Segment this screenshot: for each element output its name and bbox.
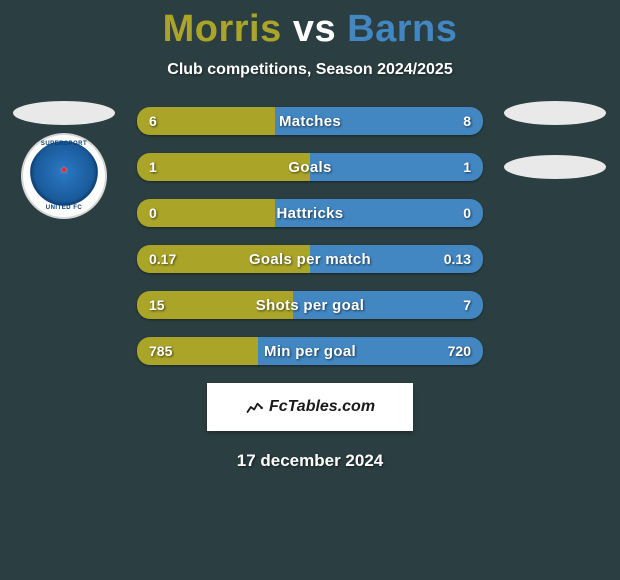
bar-left-value: 6 [149, 107, 157, 135]
subtitle: Club competitions, Season 2024/2025 [0, 61, 620, 79]
title-player2: Barns [347, 8, 457, 50]
fctables-logo-icon [245, 397, 265, 417]
bar-label: Matches [137, 107, 483, 135]
player2-club-placeholder [504, 155, 606, 179]
bar-right-value: 0.13 [444, 245, 471, 273]
bar-left-value: 15 [149, 291, 165, 319]
footer-brand: FcTables.com [269, 398, 375, 416]
left-player-column: SUPERSPORT ★ UNITED FC [8, 101, 120, 219]
bar-label: Hattricks [137, 199, 483, 227]
footer-banner: FcTables.com [207, 383, 413, 431]
bar-right-value: 0 [463, 199, 471, 227]
bar-row: Goals per match0.17 0.13 [137, 245, 483, 273]
right-player-column [500, 101, 610, 179]
bar-label: Min per goal [137, 337, 483, 365]
club-badge-star-icon: ★ [60, 165, 69, 176]
comparison-bars: Matches6 8 Goals1 1 Hattricks0 0 Goals per mat… [137, 107, 483, 365]
bar-right-value: 8 [463, 107, 471, 135]
title-vs: vs [293, 8, 336, 50]
club-badge-text-bottom: UNITED FC [46, 205, 83, 211]
player2-silhouette [504, 101, 606, 125]
comparison-content: SUPERSPORT ★ UNITED FC Matches6 8 Goals1 1 H… [0, 107, 620, 365]
bar-row: Min per goal785 720 [137, 337, 483, 365]
player1-silhouette [13, 101, 115, 125]
bar-left-value: 0 [149, 199, 157, 227]
player1-club-badge: SUPERSPORT ★ UNITED FC [21, 133, 107, 219]
bar-right-value: 720 [448, 337, 471, 365]
bar-left-value: 0.17 [149, 245, 176, 273]
bar-row: Hattricks0 0 [137, 199, 483, 227]
bar-row: Goals1 1 [137, 153, 483, 181]
club-badge-text-top: SUPERSPORT [41, 141, 87, 147]
bar-left-value: 1 [149, 153, 157, 181]
bar-label: Shots per goal [137, 291, 483, 319]
bar-right-value: 7 [463, 291, 471, 319]
bar-row: Matches6 8 [137, 107, 483, 135]
title-player1: Morris [163, 8, 282, 50]
date-line: 17 december 2024 [0, 451, 620, 471]
bar-left-value: 785 [149, 337, 172, 365]
bar-label: Goals per match [137, 245, 483, 273]
bar-row: Shots per goal15 7 [137, 291, 483, 319]
bar-right-value: 1 [463, 153, 471, 181]
page-title: Morris vs Barns [0, 0, 620, 51]
bar-label: Goals [137, 153, 483, 181]
